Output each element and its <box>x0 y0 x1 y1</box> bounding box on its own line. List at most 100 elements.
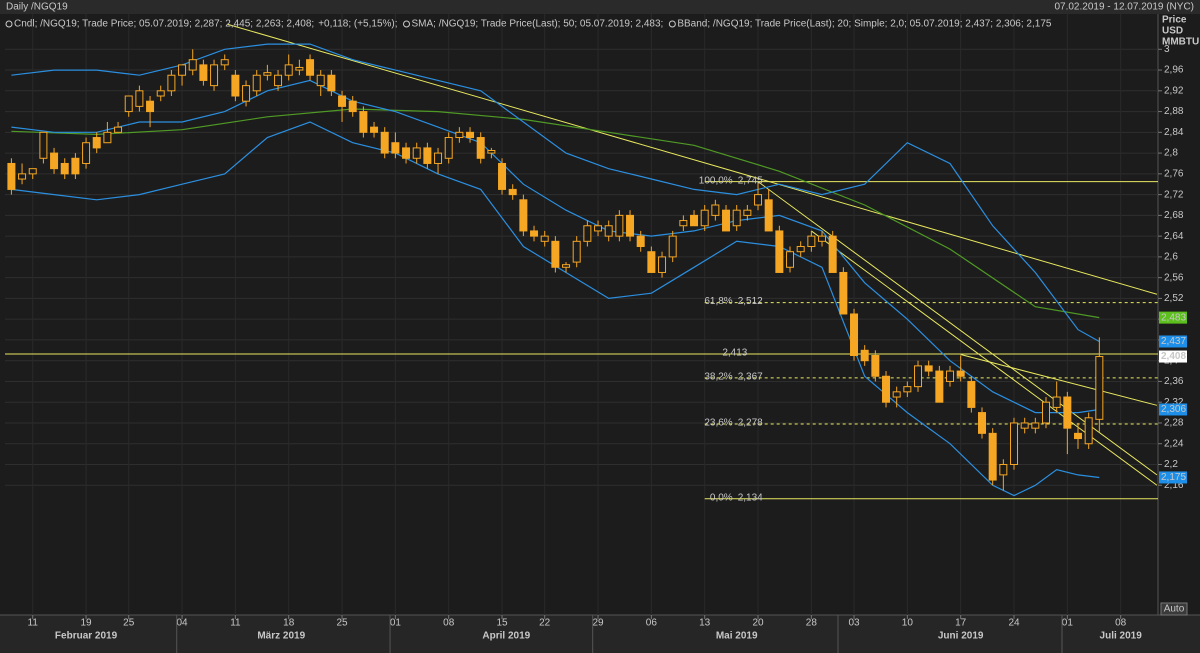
price-badge-label: 2,408 <box>1161 351 1186 362</box>
y-tick-label: 2,36 <box>1164 376 1184 387</box>
price-badge-label: 2,175 <box>1161 472 1186 483</box>
candle-body <box>210 64 219 87</box>
candle-body <box>114 126 123 133</box>
y-tick-label: 2,68 <box>1164 210 1184 221</box>
auto-button[interactable] <box>1160 602 1188 616</box>
axis-unit: Price <box>1162 15 1187 26</box>
candle-body <box>434 152 443 164</box>
candle-body <box>892 391 901 398</box>
candle-body <box>946 370 955 382</box>
candle-body <box>370 126 379 133</box>
month-label: April 2019 <box>482 631 530 642</box>
candle-body <box>1063 396 1072 429</box>
x-tick-label: 04 <box>176 618 188 629</box>
price-badge <box>1159 335 1187 348</box>
candle-body <box>775 230 784 273</box>
candle-body <box>327 74 336 92</box>
y-tick-label: 2,8 <box>1164 148 1178 159</box>
x-tick-label: 13 <box>699 618 711 629</box>
fib-pct: 23,6% <box>704 418 732 429</box>
y-tick-label: 2,24 <box>1164 438 1184 449</box>
candle-body <box>786 251 795 268</box>
y-tick-label: 2,72 <box>1164 189 1184 200</box>
y-tick-label: 2,92 <box>1164 85 1184 96</box>
plot <box>5 14 1158 615</box>
indicator-line <box>11 108 1100 319</box>
x-tick-label: 03 <box>848 618 860 629</box>
candle-body <box>668 235 677 258</box>
candle-body <box>82 142 91 164</box>
month-label: Juni 2019 <box>938 631 984 642</box>
month-label: Juli 2019 <box>1100 631 1143 642</box>
candle-body <box>914 365 923 388</box>
fib-pct: 38,2% <box>704 371 732 382</box>
candle-body <box>796 246 805 253</box>
candle-body <box>967 380 976 408</box>
candle-body <box>562 264 571 268</box>
fib-pct: 0,0% <box>710 492 733 503</box>
legend-text: +0,118; (+5,15%); <box>318 19 397 30</box>
candle-body <box>92 137 101 149</box>
x-tick-label: 18 <box>283 618 295 629</box>
candle-body <box>146 100 155 113</box>
candle-body <box>71 157 80 175</box>
candle-body <box>754 194 763 206</box>
x-tick-label: 19 <box>80 618 92 629</box>
x-tick-label: 28 <box>806 618 818 629</box>
y-tick-label: 2,16 <box>1164 480 1184 491</box>
candle-body <box>316 74 325 87</box>
candle-body <box>583 225 592 242</box>
price-badge <box>1159 403 1187 416</box>
candle-body <box>423 147 432 164</box>
x-tick-label: 06 <box>646 618 658 629</box>
candle-body <box>18 173 27 180</box>
trendline <box>960 353 1158 406</box>
candle-body <box>636 235 645 248</box>
x-tick-label: 08 <box>443 618 455 629</box>
axis-unit: MMBTU <box>1162 37 1199 48</box>
indicator-line <box>11 121 1100 497</box>
y-tick-label: 2,96 <box>1164 65 1184 76</box>
x-tick-label: 11 <box>28 618 39 629</box>
y-tick-label: 2,76 <box>1164 168 1184 179</box>
y-tick-label: 2,28 <box>1164 418 1184 429</box>
candle-body <box>679 220 688 227</box>
candle-body <box>348 100 357 113</box>
price-badge <box>1159 311 1187 324</box>
candle-body <box>807 235 816 248</box>
candle-body <box>1052 396 1061 408</box>
candle-body <box>466 131 475 139</box>
candle-body <box>626 214 635 237</box>
y-tick-label: 2,88 <box>1164 106 1184 117</box>
candle-body <box>658 256 667 273</box>
auto-button-label[interactable]: Auto <box>1164 604 1185 615</box>
candle-body <box>594 225 603 232</box>
fib-value: 2,367 <box>738 371 763 382</box>
y-tick-label: 2,64 <box>1164 231 1184 242</box>
candle-body <box>220 59 229 66</box>
candle-body <box>700 209 709 227</box>
candle-body <box>338 95 347 107</box>
header-bar <box>0 0 1200 14</box>
candle-body <box>199 64 208 81</box>
fib-value: 2,745 <box>738 175 763 186</box>
candle-body <box>764 199 773 232</box>
candle-body <box>103 131 112 144</box>
candle-body <box>306 59 315 76</box>
candle-body <box>903 386 912 393</box>
y-tick-label: 2,52 <box>1164 293 1184 304</box>
x-tick-label: 20 <box>752 618 764 629</box>
price-badge-label: 2,306 <box>1161 404 1186 415</box>
candle-body <box>508 188 517 196</box>
candle-body <box>956 370 965 377</box>
candle-body <box>839 271 848 315</box>
x-tick-label: 15 <box>496 618 508 629</box>
fib-pct: 61,8% <box>704 296 732 307</box>
candle-body <box>604 225 613 237</box>
candle-body <box>1031 422 1040 429</box>
candle-body <box>295 66 304 71</box>
candle-body <box>274 74 283 87</box>
candle-body <box>402 147 411 159</box>
x-tick-label: 25 <box>336 618 348 629</box>
